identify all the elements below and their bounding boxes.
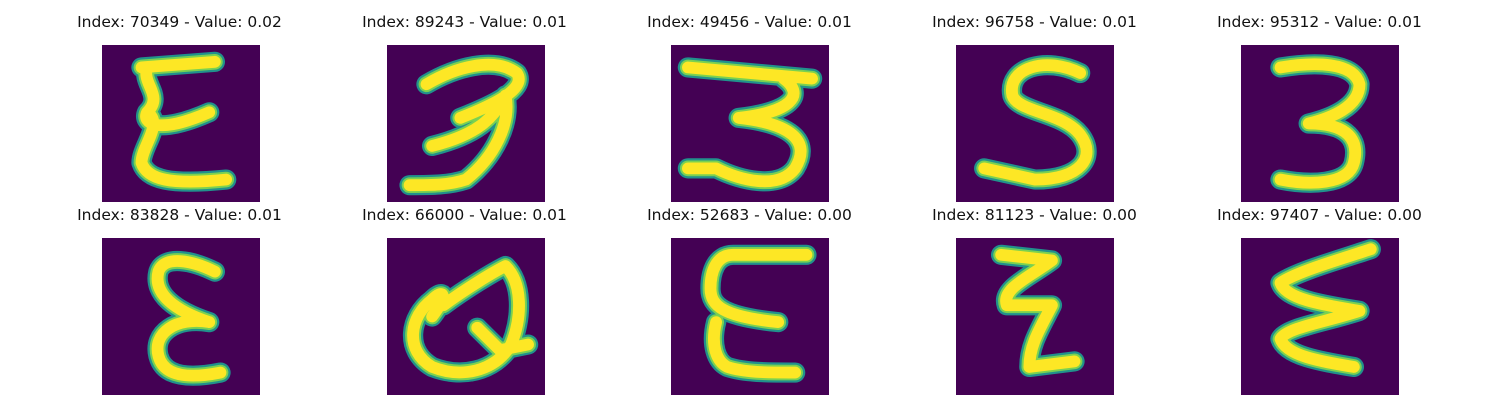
panel-title: Index: 95312 - Value: 0.01	[1217, 13, 1422, 31]
panel: Index: 83828 - Value: 0.01	[37, 203, 322, 398]
digit-image	[102, 238, 260, 395]
glyph-stroke	[151, 255, 227, 382]
panel-title: Index: 83828 - Value: 0.01	[77, 206, 282, 224]
digit-image	[387, 238, 545, 395]
digit-image-svg	[387, 45, 545, 202]
panel: Index: 49456 - Value: 0.01	[607, 10, 892, 205]
panel: Index: 97407 - Value: 0.00	[1177, 203, 1462, 398]
panel: Index: 52683 - Value: 0.00	[607, 203, 892, 398]
panel-title: Index: 52683 - Value: 0.00	[647, 206, 852, 224]
panel: Index: 66000 - Value: 0.01	[322, 203, 607, 398]
glyph-stroke	[1274, 243, 1377, 373]
panel-title: Index: 66000 - Value: 0.01	[362, 206, 567, 224]
panel-title: Index: 81123 - Value: 0.00	[932, 206, 1137, 224]
digit-image-svg	[956, 45, 1114, 202]
digit-image-svg	[102, 238, 260, 395]
digit-image	[387, 45, 545, 202]
digit-image	[671, 238, 829, 395]
panel: Index: 70349 - Value: 0.02	[37, 10, 322, 205]
panel-title: Index: 49456 - Value: 0.01	[647, 13, 852, 31]
panel-title: Index: 89243 - Value: 0.01	[362, 13, 567, 31]
digit-image-svg	[102, 45, 260, 202]
glyph-stroke	[403, 58, 525, 192]
digit-image	[1241, 238, 1399, 395]
glyph-stroke	[682, 61, 818, 188]
digit-image-svg	[1241, 238, 1399, 395]
panel-title: Index: 70349 - Value: 0.02	[77, 13, 282, 31]
digit-image-svg	[387, 238, 545, 395]
digit-image-svg	[671, 45, 829, 202]
panel: Index: 95312 - Value: 0.01	[1177, 10, 1462, 205]
digit-image	[671, 45, 829, 202]
glyph-stroke	[704, 248, 813, 379]
panel: Index: 96758 - Value: 0.01	[892, 10, 1177, 205]
panel-title: Index: 96758 - Value: 0.01	[932, 13, 1137, 31]
digit-image	[956, 238, 1114, 395]
glyph-stroke	[135, 55, 233, 188]
glyph-stroke	[407, 260, 534, 379]
glyph-stroke	[1274, 58, 1366, 189]
digit-image	[1241, 45, 1399, 202]
digit-image-svg	[671, 238, 829, 395]
digit-image	[956, 45, 1114, 202]
glyph-stroke	[995, 248, 1081, 373]
glyph-stroke	[978, 59, 1093, 186]
digit-image-svg	[956, 238, 1114, 395]
digit-image-svg	[1241, 45, 1399, 202]
digit-image	[102, 45, 260, 202]
panel: Index: 89243 - Value: 0.01	[322, 10, 607, 205]
panel: Index: 81123 - Value: 0.00	[892, 203, 1177, 398]
panel-title: Index: 97407 - Value: 0.00	[1217, 206, 1422, 224]
